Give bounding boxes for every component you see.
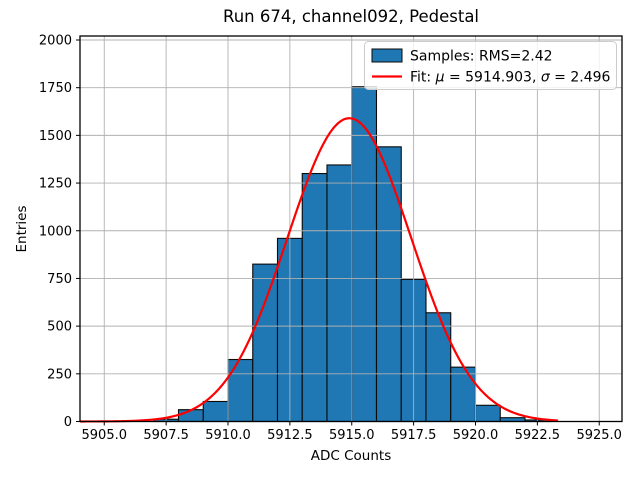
- y-tick-label: 1000: [39, 224, 72, 239]
- x-tick-label: 5910.0: [205, 428, 251, 443]
- histogram-bar: [450, 366, 477, 423]
- x-tick-label: 5905.0: [82, 428, 128, 443]
- histogram-bar: [351, 86, 378, 423]
- legend: Samples: RMS=2.42 Fit: μ = 5914.903, σ =…: [364, 41, 617, 90]
- legend-samples-label: Samples: RMS=2.42: [410, 49, 553, 65]
- chart-title: Run 674, channel092, Pedestal: [223, 7, 479, 26]
- y-tick-label: 750: [47, 272, 72, 287]
- y-tick-label: 2000: [39, 34, 72, 49]
- legend-samples-swatch: [371, 48, 403, 63]
- axes-frame: [79, 35, 623, 423]
- y-axis-label: Entries: [14, 205, 30, 252]
- x-tick-label: 5922.5: [515, 428, 561, 443]
- histogram-bar: [252, 263, 279, 423]
- histogram-bar: [326, 164, 353, 423]
- histogram-bar: [301, 172, 328, 423]
- plot-frame: [79, 35, 623, 423]
- grid-lines: [80, 36, 622, 422]
- axis-ticks: 5905.0 5907.5 5910.0 5912.5 5915.0 5917.5 5920…: [39, 34, 622, 443]
- x-tick-label: 5920.0: [453, 428, 499, 443]
- y-tick-label: 1250: [39, 177, 72, 192]
- y-tick-label: 500: [47, 320, 72, 335]
- x-tick-label: 5912.5: [267, 428, 313, 443]
- y-tick-label: 1500: [39, 129, 72, 144]
- y-tick-label: 0: [64, 415, 72, 430]
- x-tick-label: 5915.0: [329, 428, 375, 443]
- x-axis-label: ADC Counts: [311, 448, 391, 464]
- x-tick-label: 5925.0: [576, 428, 622, 443]
- histogram-bar: [202, 400, 229, 423]
- histogram-bar: [177, 409, 204, 423]
- legend-box: [364, 41, 617, 90]
- fit-curve: [79, 117, 559, 423]
- histogram-bar: [474, 404, 501, 423]
- y-tick-label: 1750: [39, 81, 72, 96]
- histogram-bar: [425, 312, 452, 423]
- histogram-bar: [375, 146, 402, 423]
- legend-fit-label: Fit: μ = 5914.903, σ = 2.496: [410, 70, 611, 86]
- y-tick-label: 250: [47, 367, 72, 382]
- histogram-bar: [227, 358, 254, 423]
- x-tick-label: 5907.5: [143, 428, 189, 443]
- x-tick-label: 5917.5: [391, 428, 437, 443]
